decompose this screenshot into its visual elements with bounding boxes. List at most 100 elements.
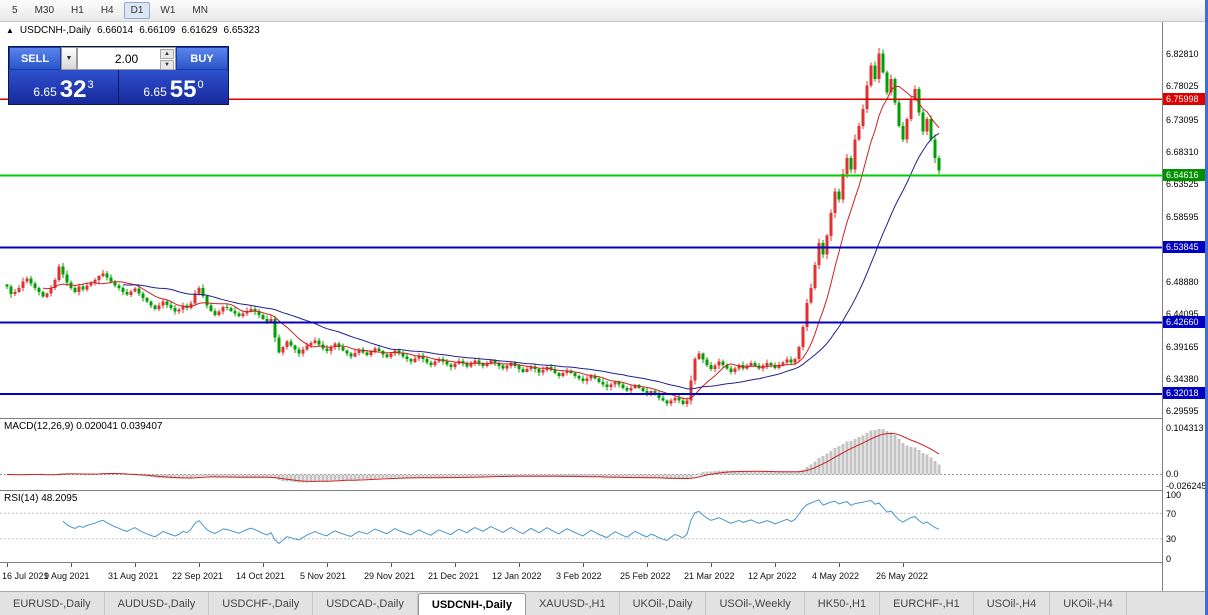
price-tick-label: 6.82810 [1166,49,1199,60]
time-axis-label: 26 May 2022 [876,571,929,581]
volume-value: 2.00 [114,51,139,66]
price-level-badge: 6.42660 [1163,315,1208,328]
rsi-axis-label: 100 [1166,489,1182,500]
chart-tab-usoil-weekly[interactable]: USOil-,Weekly [706,592,805,615]
chart-tab-hk50-h1[interactable]: HK50-,H1 [805,592,881,615]
price-tick-label: 6.34380 [1166,373,1199,384]
trade-widget-controls: SELL ▼ 2.00 ▲ ▼ BUY [9,47,228,70]
chart-tab-usdcnh-daily[interactable]: USDCNH-,Daily [417,593,526,615]
chart-tab-ukoil-h4[interactable]: UKOil-,H4 [1050,592,1127,615]
time-axis-tick [775,563,776,567]
buy-price[interactable]: 6.65 55 0 [119,70,228,104]
price-level-badge: 6.32018 [1163,387,1208,400]
chart-tab-audusd-daily[interactable]: AUDUSD-,Daily [105,592,210,615]
svg-text:RSI(14) 48.2095: RSI(14) 48.2095 [4,493,78,504]
chart-tab-usdcad-daily[interactable]: USDCAD-,Daily [313,592,418,615]
spin-up-icon[interactable]: ▲ [160,49,174,59]
sell-price-prefix: 6.65 [33,85,57,99]
time-axis-tick [583,563,584,567]
volume-dropdown-button[interactable]: ▼ [61,47,77,70]
sell-button[interactable]: SELL [9,47,61,70]
chart-tab-ukoil-daily[interactable]: UKOil-,Daily [620,592,707,615]
buy-button[interactable]: BUY [176,47,228,70]
time-axis-label: 5 Nov 2021 [300,571,347,581]
ohlc-close-value: 6.65323 [223,25,260,36]
time-axis-label: 3 Feb 2022 [556,571,602,581]
rsi-axis-label: 0 [1166,553,1172,564]
buy-price-prefix: 6.65 [143,85,167,99]
sell-price-big: 32 [59,76,87,103]
time-axis-tick [711,563,712,567]
time-axis-tick [519,563,520,567]
ohlc-open-value: 6.66014 [97,25,134,36]
chart-symbol-label: USDCNH-,Daily [19,25,92,36]
price-tick-label: 6.29595 [1166,405,1199,416]
time-axis-tick [263,563,264,567]
volume-stepper: ▲ ▼ [160,49,174,70]
price-tick-label: 6.63525 [1166,178,1199,189]
time-axis-label: 29 Nov 2021 [364,571,416,581]
price-level-badge: 6.53845 [1163,241,1208,253]
svg-text:MACD(12,26,9) 0.020041 0.03940: MACD(12,26,9) 0.020041 0.039407 [4,421,163,432]
time-axis-tick [199,563,200,567]
chart-region: MACD(12,26,9) 0.020041 0.039407 RSI(14) … [0,22,1208,591]
timeframe-button-d1[interactable]: D1 [123,2,151,19]
rsi-axis-label: 30 [1166,534,1177,545]
price-divider [118,70,119,104]
chart-shift-icon: ▲ [6,26,14,35]
chart-tab-eurchf-h1[interactable]: EURCHF-,H1 [880,592,974,615]
rsi-panel-chart[interactable]: RSI(14) 48.2095 [0,491,1162,562]
time-axis-tick [455,563,456,567]
time-axis-tick [647,563,648,567]
timeframe-toolbar: 5 M30 H1 H4 D1 W1 MN [0,0,1208,22]
price-tick-label: 6.68310 [1166,146,1199,157]
timeframe-button-m30[interactable]: M30 [34,5,55,16]
one-click-trade-widget: SELL ▼ 2.00 ▲ ▼ BUY 6.65 32 3 [8,46,229,105]
sell-price[interactable]: 6.65 32 3 [9,70,118,104]
timeframe-button-w1[interactable]: W1 [160,5,176,16]
time-axis-label: 14 Oct 2021 [236,571,286,581]
macd-axis-label: -0.026245 [1166,481,1207,492]
timeframe-button-h4[interactable]: H4 [100,5,114,16]
macd-axis-label: 0.104313 [1166,423,1204,434]
time-axis-label: 4 May 2022 [812,571,860,581]
sell-price-pip: 3 [87,79,94,91]
timeframe-button-h1[interactable]: H1 [71,5,84,16]
macd-panel-chart[interactable]: MACD(12,26,9) 0.020041 0.039407 [0,419,1162,490]
time-axis-label: 21 Mar 2022 [684,571,735,581]
timeframe-button-mn[interactable]: MN [192,5,208,16]
chart-tab-eurusd-daily[interactable]: EURUSD-,Daily [0,592,105,615]
chart-tab-xauusd-h1[interactable]: XAUUSD-,H1 [526,592,620,615]
time-axis-label: 22 Sep 2021 [172,571,224,581]
time-axis-label: 21 Dec 2021 [428,571,480,581]
time-axis[interactable]: 16 Jul 2021 9 Aug 2021 31 Aug 2021 22 Sep 2… [0,562,1162,591]
time-axis-tick [903,563,904,567]
macd-axis-label: 0.0 [1166,469,1179,480]
time-axis-label: 12 Jan 2022 [492,571,542,581]
chart-tab-usoil-h4[interactable]: USOil-,H4 [974,592,1051,615]
time-axis-label: 16 Jul 2021 [2,571,49,581]
ohlc-low-value: 6.61629 [181,25,218,36]
time-axis-label: 31 Aug 2021 [108,571,159,581]
time-axis-label: 9 Aug 2021 [44,571,90,581]
chart-tab-bar: EURUSD-,Daily AUDUSD-,Daily USDCHF-,Daily U… [0,591,1208,615]
time-axis-label: 25 Feb 2022 [620,571,671,581]
spin-down-icon[interactable]: ▼ [160,60,174,70]
time-axis-tick [135,563,136,567]
volume-input[interactable]: 2.00 ▲ ▼ [77,47,176,70]
price-axis[interactable]: 6.82810 6.78025 6.73095 6.68310 6.63525 6.585… [1162,22,1208,591]
ohlc-high-value: 6.66109 [139,25,176,36]
timeframe-button-5[interactable]: 5 [12,5,18,16]
time-axis-tick [327,563,328,567]
chart-tab-usdchf-daily[interactable]: USDCHF-,Daily [209,592,314,615]
buy-price-big: 55 [169,76,197,103]
price-tick-label: 6.58595 [1166,211,1199,222]
time-axis-tick [71,563,72,567]
plot-column: MACD(12,26,9) 0.020041 0.039407 RSI(14) … [0,22,1162,591]
price-tick-label: 6.73095 [1166,114,1199,125]
rsi-axis-label: 70 [1166,508,1177,519]
time-axis-label: 12 Apr 2022 [748,571,797,581]
time-axis-tick [7,563,8,567]
price-tick-label: 6.48880 [1166,276,1199,287]
